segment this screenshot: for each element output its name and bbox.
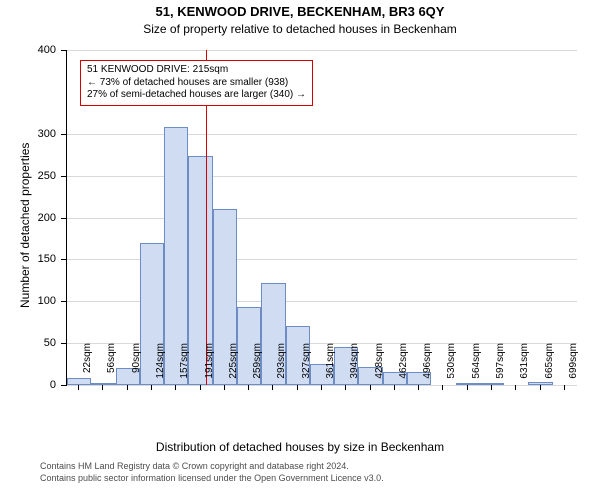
x-tick <box>515 385 516 390</box>
x-tick-label: 157sqm <box>179 343 190 393</box>
x-tick-label: 225sqm <box>228 343 239 393</box>
x-tick-label: 191sqm <box>204 343 215 393</box>
x-tick <box>224 385 225 390</box>
x-tick <box>151 385 152 390</box>
x-tick-label: 428sqm <box>374 343 385 393</box>
y-tick-label: 400 <box>0 44 56 56</box>
chart-title: 51, KENWOOD DRIVE, BECKENHAM, BR3 6QY <box>0 4 600 19</box>
chart-container: 51, KENWOOD DRIVE, BECKENHAM, BR3 6QY Si… <box>0 0 600 500</box>
x-tick <box>467 385 468 390</box>
y-tick-label: 100 <box>0 295 56 307</box>
annotation-box: 51 KENWOOD DRIVE: 215sqm← 73% of detache… <box>80 60 313 106</box>
x-tick-label: 90sqm <box>131 343 142 393</box>
y-tick-label: 0 <box>0 379 56 391</box>
x-tick <box>564 385 565 390</box>
y-tick-label: 200 <box>0 212 56 224</box>
x-tick-label: 124sqm <box>155 343 166 393</box>
x-tick <box>297 385 298 390</box>
x-tick-label: 327sqm <box>301 343 312 393</box>
x-tick-label: 394sqm <box>349 343 360 393</box>
y-tick <box>61 176 66 177</box>
footer-text: Contains HM Land Registry data © Crown c… <box>40 461 384 484</box>
x-tick-label: 462sqm <box>398 343 409 393</box>
x-tick-label: 564sqm <box>471 343 482 393</box>
gridline <box>67 50 577 51</box>
footer-line-1: Contains HM Land Registry data © Crown c… <box>40 461 384 473</box>
x-tick-label: 259sqm <box>252 343 263 393</box>
x-tick <box>491 385 492 390</box>
x-tick <box>370 385 371 390</box>
x-tick <box>248 385 249 390</box>
x-tick <box>78 385 79 390</box>
x-axis-label: Distribution of detached houses by size … <box>0 440 600 454</box>
y-tick-label: 50 <box>0 337 56 349</box>
x-tick-label: 293sqm <box>276 343 287 393</box>
x-tick-label: 496sqm <box>422 343 433 393</box>
x-tick <box>394 385 395 390</box>
y-tick <box>61 301 66 302</box>
y-tick <box>61 134 66 135</box>
chart-subtitle: Size of property relative to detached ho… <box>0 22 600 36</box>
x-tick <box>272 385 273 390</box>
y-tick-label: 300 <box>0 128 56 140</box>
y-tick <box>61 50 66 51</box>
x-tick <box>418 385 419 390</box>
x-tick <box>321 385 322 390</box>
x-tick <box>200 385 201 390</box>
gridline <box>67 176 577 177</box>
x-tick <box>102 385 103 390</box>
y-tick <box>61 218 66 219</box>
footer-line-2: Contains public sector information licen… <box>40 473 384 485</box>
x-tick-label: 631sqm <box>519 343 530 393</box>
gridline <box>67 218 577 219</box>
y-tick-label: 150 <box>0 253 56 265</box>
x-tick <box>127 385 128 390</box>
x-tick <box>345 385 346 390</box>
y-tick <box>61 343 66 344</box>
x-tick-label: 699sqm <box>568 343 579 393</box>
x-tick-label: 22sqm <box>82 343 93 393</box>
x-tick <box>442 385 443 390</box>
y-tick <box>61 385 66 386</box>
x-tick <box>540 385 541 390</box>
gridline <box>67 134 577 135</box>
annotation-line: ← 73% of detached houses are smaller (93… <box>87 77 306 90</box>
y-tick <box>61 259 66 260</box>
x-tick <box>175 385 176 390</box>
x-tick-label: 56sqm <box>106 343 117 393</box>
y-axis-label: Number of detached properties <box>18 142 32 307</box>
annotation-line: 51 KENWOOD DRIVE: 215sqm <box>87 64 306 77</box>
y-tick-label: 250 <box>0 170 56 182</box>
x-tick-label: 597sqm <box>495 343 506 393</box>
x-tick-label: 530sqm <box>446 343 457 393</box>
x-tick-label: 361sqm <box>325 343 336 393</box>
annotation-line: 27% of semi-detached houses are larger (… <box>87 89 306 102</box>
x-tick-label: 665sqm <box>544 343 555 393</box>
